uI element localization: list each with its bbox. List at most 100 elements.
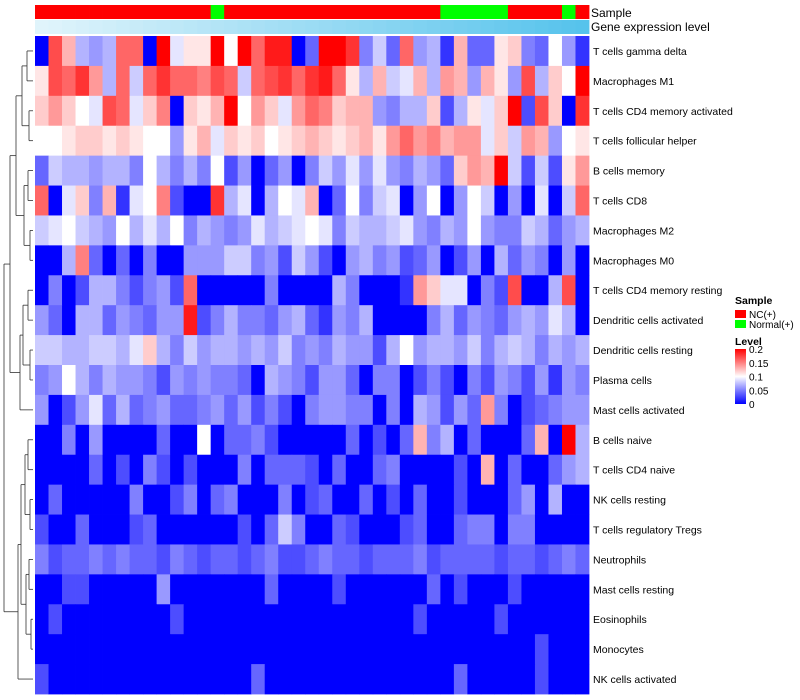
heatmap-cell — [399, 95, 414, 127]
heatmap-cell — [156, 514, 171, 545]
heatmap-cell — [413, 245, 428, 276]
heatmap-cell — [251, 365, 266, 396]
heatmap-cell — [89, 65, 103, 97]
heatmap-cell — [48, 36, 63, 67]
heatmap-cell — [507, 335, 522, 366]
heatmap-cell — [116, 215, 130, 246]
heatmap-cell — [561, 335, 576, 366]
heatmap-cell — [426, 215, 441, 246]
heatmap-cell — [399, 125, 414, 157]
heatmap-cell — [89, 125, 103, 157]
heatmap-cell — [480, 125, 495, 157]
heatmap-cell — [35, 155, 49, 186]
heatmap-cell — [467, 365, 482, 396]
heatmap-cell — [345, 574, 360, 605]
sample-cell — [35, 5, 49, 19]
heatmap-cell — [318, 185, 333, 216]
heatmap-cell — [332, 454, 347, 486]
heatmap-cell — [521, 245, 536, 276]
row-label: T cells regulatory Tregs — [593, 525, 702, 537]
heatmap-cell — [143, 664, 158, 695]
heatmap-cell — [278, 454, 293, 486]
heatmap-cell — [399, 215, 414, 246]
heatmap-cell — [507, 454, 522, 486]
sample-cell — [467, 5, 482, 19]
heatmap-cell — [372, 305, 387, 336]
heatmap-cell — [345, 335, 360, 366]
heatmap-cell — [278, 484, 293, 515]
heatmap-cell — [129, 484, 144, 515]
heatmap-cell — [237, 305, 252, 336]
heatmap-cell — [62, 604, 76, 635]
heatmap-cell — [534, 65, 549, 97]
heatmap-cell — [534, 454, 549, 486]
expression-level-cell — [237, 20, 252, 34]
heatmap-cell — [75, 394, 90, 426]
heatmap-cell — [170, 155, 185, 186]
expression-level-cell — [224, 20, 239, 34]
heatmap-cell — [426, 424, 441, 456]
heatmap-cell — [386, 424, 401, 456]
heatmap-cell — [170, 65, 185, 97]
heatmap-cell — [89, 185, 103, 216]
heatmap-cell — [224, 245, 239, 276]
heatmap-cell — [156, 365, 171, 396]
heatmap-cell — [35, 215, 49, 246]
heatmap-cell — [89, 454, 103, 486]
heatmap-cell — [399, 574, 414, 605]
heatmap-cell — [62, 215, 76, 246]
row-label: NK cells activated — [593, 674, 677, 686]
heatmap-cell — [413, 125, 428, 157]
heatmap-cell — [561, 215, 576, 246]
heatmap-cell — [143, 65, 158, 97]
heatmap-cell — [399, 484, 414, 515]
heatmap-cell — [359, 245, 374, 276]
expression-level-cell — [197, 20, 212, 34]
heatmap-cell — [48, 215, 63, 246]
heatmap-cell — [345, 185, 360, 216]
heatmap-cell — [116, 365, 130, 396]
heatmap-cell — [561, 185, 576, 216]
heatmap-cell — [251, 125, 266, 157]
heatmap-cell — [426, 36, 441, 67]
heatmap-cell — [575, 185, 590, 216]
heatmap-cell — [62, 514, 76, 545]
heatmap-cell — [534, 424, 549, 456]
heatmap-cell — [305, 215, 320, 246]
heatmap-cell — [89, 394, 103, 426]
heatmap-cell — [129, 215, 144, 246]
heatmap-cell — [534, 125, 549, 157]
heatmap-cell — [75, 335, 90, 366]
heatmap-cell — [372, 664, 387, 695]
heatmap-cell — [264, 544, 279, 575]
heatmap-cell — [453, 604, 468, 635]
heatmap-cell — [197, 95, 212, 127]
heatmap-cell — [210, 275, 225, 306]
heatmap-cell — [480, 185, 495, 216]
heatmap-cell — [75, 664, 90, 695]
heatmap-cell — [291, 394, 306, 426]
heatmap-cell — [75, 245, 90, 276]
heatmap-cell — [291, 275, 306, 306]
heatmap-cell — [318, 245, 333, 276]
heatmap-cell — [305, 365, 320, 396]
row-label: T cells CD4 naive — [593, 465, 675, 477]
heatmap-cell — [372, 36, 387, 67]
heatmap-cell — [561, 95, 576, 127]
heatmap-cell — [102, 275, 117, 306]
sample-cell — [332, 5, 347, 19]
heatmap-cell — [507, 574, 522, 605]
heatmap-cell — [480, 36, 495, 67]
heatmap-cell — [372, 394, 387, 426]
heatmap-cell — [534, 36, 549, 67]
heatmap-cell — [453, 424, 468, 456]
heatmap-cell — [521, 454, 536, 486]
heatmap-cell — [224, 36, 239, 67]
heatmap-cell — [224, 454, 239, 486]
heatmap-cell — [183, 95, 198, 127]
heatmap-cell — [413, 215, 428, 246]
sample-cell — [440, 5, 455, 19]
heatmap-cell — [224, 424, 239, 456]
heatmap-cell — [156, 335, 171, 366]
heatmap-cell — [156, 305, 171, 336]
